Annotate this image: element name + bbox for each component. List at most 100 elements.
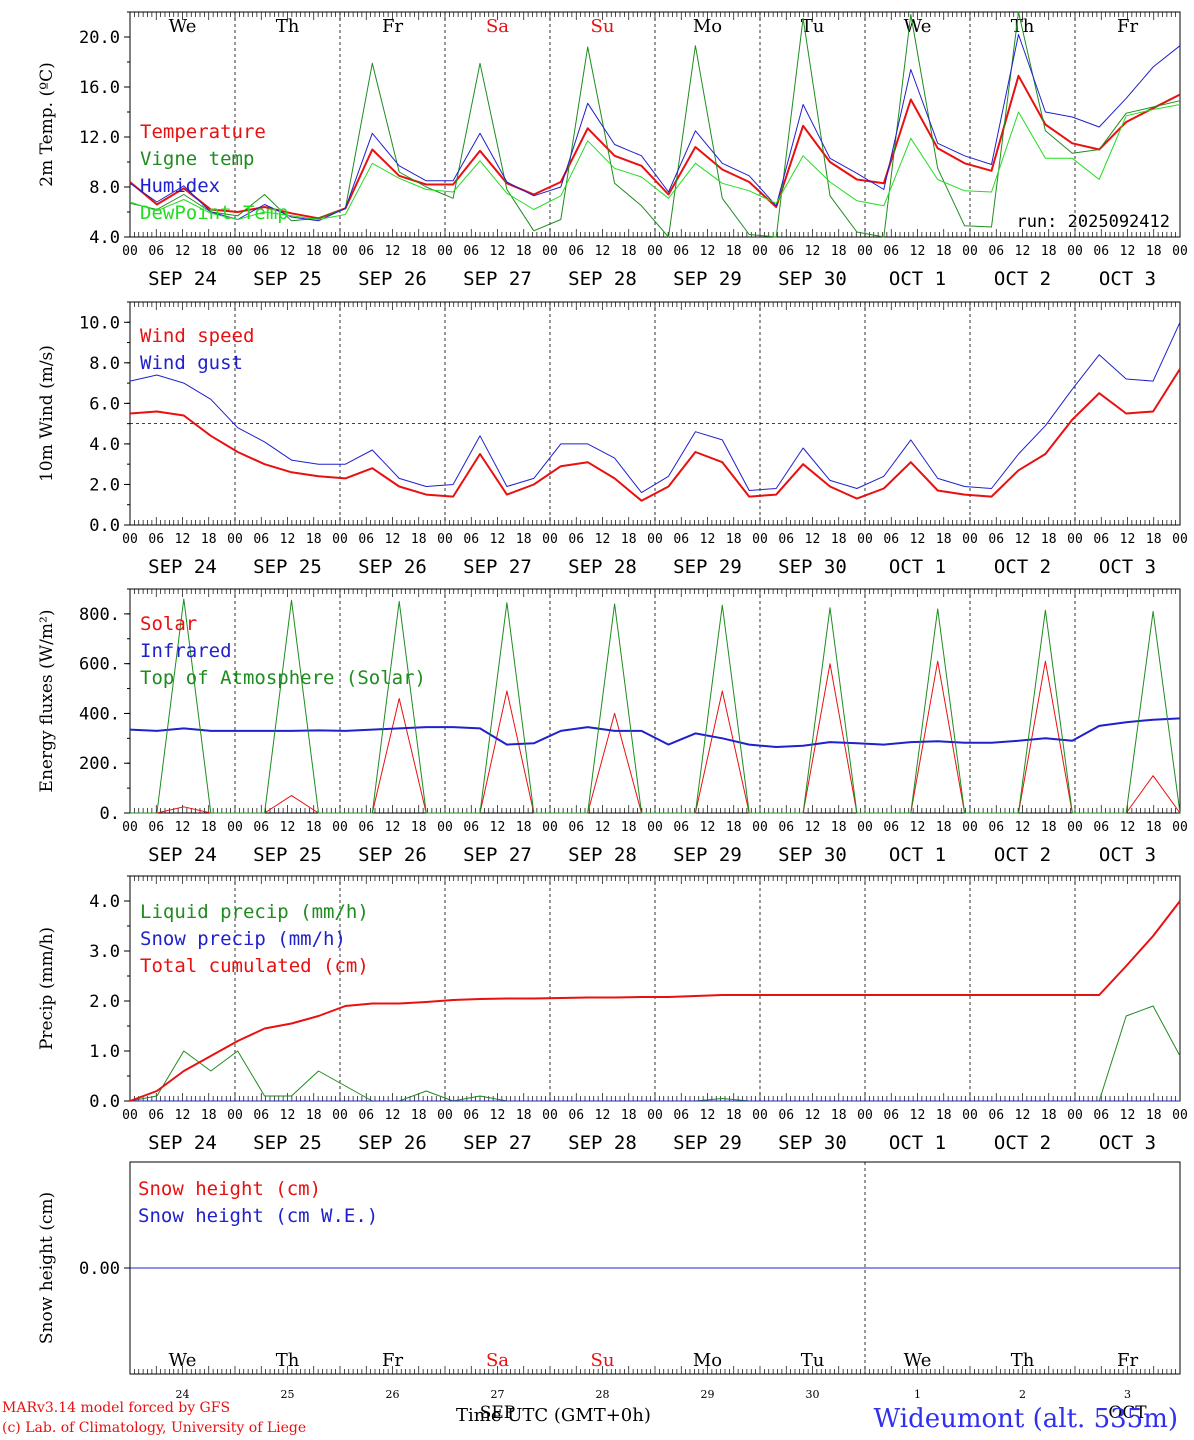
date-label: SEP 27 <box>463 1132 532 1154</box>
date-label: SEP 24 <box>148 268 217 290</box>
date-label: SEP 25 <box>253 1132 322 1154</box>
hour-tick-label: 00 <box>332 820 348 835</box>
hour-tick-label: 06 <box>148 532 164 547</box>
y-tick-label: 4.0 <box>89 892 120 912</box>
date-label: SEP 30 <box>778 1132 847 1154</box>
day-of-week-label: Fr <box>382 16 403 37</box>
hour-tick-label: 18 <box>306 532 322 547</box>
day-of-week-label: Fr <box>1117 16 1138 37</box>
y-axis-label: 10m Wind (m/s) <box>37 345 57 482</box>
hour-tick-label: 00 <box>857 820 873 835</box>
hour-tick-label: 00 <box>332 1108 348 1123</box>
legend-entry: Liquid precip (mm/h) <box>140 901 369 923</box>
hour-tick-label: 00 <box>857 244 873 259</box>
date-label: SEP 26 <box>358 844 427 866</box>
hour-tick-label: 12 <box>595 532 611 547</box>
day-of-week-label: Sa <box>486 1350 509 1371</box>
date-label: OCT 1 <box>889 556 946 578</box>
y-tick-label: 4.0 <box>89 435 120 455</box>
hour-tick-label: 18 <box>1146 244 1162 259</box>
hour-tick-label: 18 <box>1041 820 1057 835</box>
hour-tick-label: 06 <box>883 244 899 259</box>
month-label-sep: SEP <box>480 1403 516 1423</box>
hour-tick-label: 18 <box>516 820 532 835</box>
hour-tick-label: 00 <box>227 244 243 259</box>
day-number-label: 27 <box>491 1388 505 1401</box>
hour-tick-label: 00 <box>542 532 558 547</box>
hour-tick-label: 18 <box>411 244 427 259</box>
day-number-label: 30 <box>806 1388 820 1401</box>
panel-energy: 0. 200. 400. 600. 800. Energy fluxes (W/m²) 00… <box>37 588 1188 866</box>
hour-tick-label: 06 <box>463 820 479 835</box>
day-of-week-label: Th <box>1011 16 1035 37</box>
date-label: SEP 28 <box>568 268 637 290</box>
hour-tick-label: 06 <box>988 532 1004 547</box>
date-label: SEP 26 <box>358 268 427 290</box>
hour-tick-label: 12 <box>910 820 926 835</box>
date-label: OCT 1 <box>889 1132 946 1154</box>
hour-tick-label: 18 <box>936 820 952 835</box>
hour-tick-label: 18 <box>831 820 847 835</box>
panel-precip: 0.0 1.0 2.0 3.0 4.0 Precip (mm/h) 00 06 12 18 00 06… <box>37 875 1188 1154</box>
day-of-week-label: Fr <box>382 1350 403 1371</box>
hour-tick-label: 00 <box>1067 244 1083 259</box>
hour-tick-label: 00 <box>1172 244 1188 259</box>
hour-tick-label: 18 <box>306 244 322 259</box>
hour-tick-label: 00 <box>857 532 873 547</box>
hour-tick-label: 06 <box>148 1108 164 1123</box>
hour-tick-label: 12 <box>910 532 926 547</box>
hour-tick-label: 18 <box>621 820 637 835</box>
hour-tick-label: 18 <box>936 1108 952 1123</box>
hour-tick-label: 00 <box>752 244 768 259</box>
date-label: SEP 25 <box>253 268 322 290</box>
hour-tick-label: 00 <box>962 820 978 835</box>
date-label: SEP 26 <box>358 556 427 578</box>
y-tick-label: 4.0 <box>89 228 120 248</box>
series-line-vigne-temp <box>129 11 1181 238</box>
hour-tick-label: 06 <box>253 1108 269 1123</box>
date-label: OCT 2 <box>994 1132 1051 1154</box>
hour-tick-label: 00 <box>1067 820 1083 835</box>
hour-tick-label: 12 <box>385 820 401 835</box>
legend-entry: Temperature <box>140 121 266 143</box>
hour-tick-label: 06 <box>778 244 794 259</box>
hour-tick-label: 12 <box>1120 820 1136 835</box>
y-tick-label: 600. <box>79 655 120 675</box>
hour-tick-label: 12 <box>700 1108 716 1123</box>
hour-tick-label: 00 <box>437 244 453 259</box>
legend-entry: Solar <box>140 613 197 635</box>
hour-tick-label: 12 <box>385 532 401 547</box>
day-of-week-label: Tu <box>801 1350 825 1371</box>
y-tick-label: 2.0 <box>89 992 120 1012</box>
y-axis-label: Snow height (cm) <box>37 1192 57 1344</box>
hour-tick-label: 00 <box>1067 532 1083 547</box>
y-axis-label: 2m Temp. (ºC) <box>37 62 57 187</box>
day-number-label: 1 <box>914 1388 921 1401</box>
day-of-week-label: Tu <box>801 16 825 37</box>
date-label: SEP 29 <box>673 268 742 290</box>
legend-entry: Infrared <box>140 640 232 662</box>
day-of-week-label: We <box>169 16 197 37</box>
hour-tick-label: 18 <box>726 820 742 835</box>
legend-entry: Snow height (cm) <box>138 1178 321 1200</box>
credit-line-2: (c) Lab. of Climatology, University of L… <box>2 1420 307 1436</box>
hour-tick-label: 00 <box>752 1108 768 1123</box>
hour-tick-label: 12 <box>280 1108 296 1123</box>
hour-tick-label: 06 <box>253 820 269 835</box>
hour-tick-label: 00 <box>122 532 138 547</box>
hour-tick-label: 06 <box>148 244 164 259</box>
hour-tick-label: 06 <box>1093 244 1109 259</box>
hour-tick-label: 00 <box>1172 532 1188 547</box>
hour-tick-label: 18 <box>726 1108 742 1123</box>
series-line-total-cumulated-cm- <box>129 900 1181 1102</box>
hour-tick-label: 06 <box>1093 820 1109 835</box>
day-of-week-label: Th <box>276 1350 300 1371</box>
legend-entry: Wind speed <box>140 325 254 347</box>
date-label: OCT 1 <box>889 268 946 290</box>
hour-tick-label: 06 <box>883 532 899 547</box>
hour-tick-label: 06 <box>568 1108 584 1123</box>
date-label: OCT 3 <box>1099 556 1156 578</box>
date-label: SEP 24 <box>148 1132 217 1154</box>
hour-tick-label: 06 <box>463 244 479 259</box>
